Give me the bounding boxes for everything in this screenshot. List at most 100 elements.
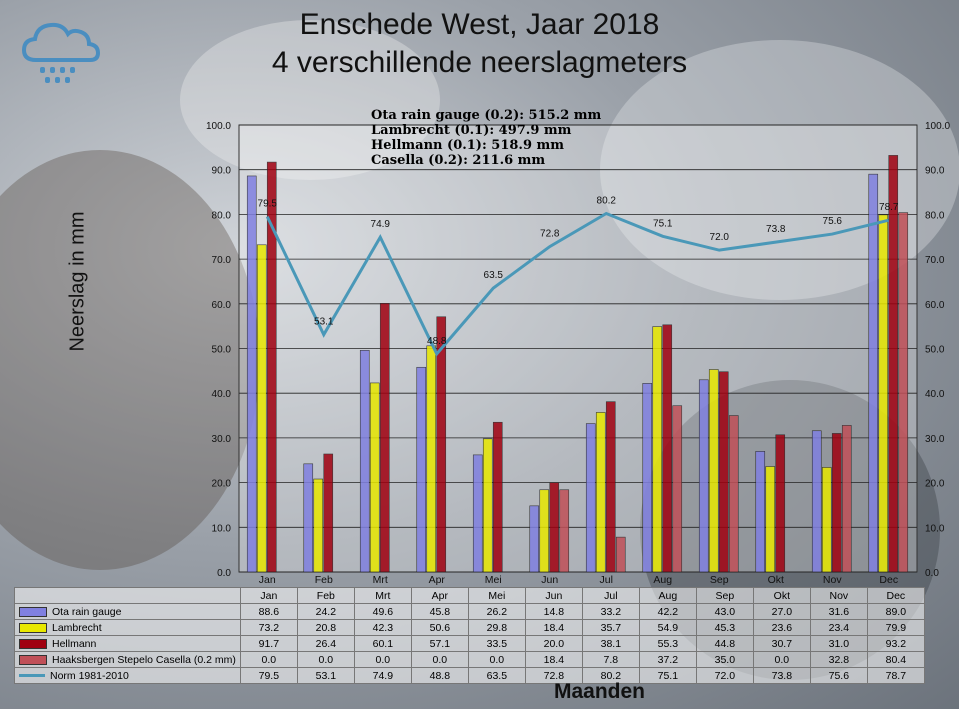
table-cell: 73.2 <box>239 619 298 636</box>
bar <box>898 212 909 573</box>
x-tick-label: Nov <box>823 574 842 586</box>
table-cell: 18.4 <box>524 619 583 636</box>
bar <box>765 466 776 573</box>
rain-cloud-icon <box>21 22 101 83</box>
table-cell: 42.2 <box>638 603 697 620</box>
x-tick-label: Aug <box>653 574 672 586</box>
x-tick-label: Mrt <box>373 574 388 586</box>
bar <box>775 434 786 573</box>
table-cell: 60.1 <box>353 635 412 652</box>
legend-swatch <box>19 622 47 633</box>
table-month-header: Jun <box>524 587 583 604</box>
table-cell: 57.1 <box>410 635 469 652</box>
y-tick-label-left: 0.0 <box>217 568 231 579</box>
y-tick-label-right: 30.0 <box>925 434 945 445</box>
data-label: 75.6 <box>823 216 843 227</box>
table-cell: 33.5 <box>467 635 526 652</box>
bar <box>708 369 719 573</box>
bar <box>359 349 370 573</box>
table-cell: 26.2 <box>467 603 526 620</box>
table-cell: 33.2 <box>581 603 640 620</box>
table-cell: 93.2 <box>866 635 925 652</box>
x-tick-label: Sep <box>710 574 729 586</box>
table-cell: 18.4 <box>524 651 583 668</box>
table-cell: 55.3 <box>638 635 697 652</box>
data-label: 63.5 <box>484 270 504 281</box>
legend-entry: Hellmann <box>14 635 241 652</box>
bar <box>841 425 852 573</box>
table-cell: 91.7 <box>239 635 298 652</box>
bar <box>549 482 560 573</box>
table-cell: 29.8 <box>467 619 526 636</box>
table-month-header: Mrt <box>353 587 412 604</box>
bar <box>529 505 540 573</box>
table-row: Norm 1981-2010 79.5 53.1 74.9 48.8 63.5 72.8 80… <box>14 667 925 684</box>
y-tick-label-right: 0.0 <box>925 568 939 579</box>
table-cell: 0.0 <box>239 651 298 668</box>
table-cell: 0.0 <box>752 651 811 668</box>
data-label: 75.1 <box>653 218 673 229</box>
table-month-header: Jan <box>239 587 298 604</box>
table-cell: 24.2 <box>296 603 355 620</box>
table-month-header: Feb <box>296 587 355 604</box>
data-label: 74.9 <box>371 219 391 230</box>
table-cell: 79.5 <box>239 667 298 684</box>
bar <box>615 536 626 573</box>
bar <box>256 244 267 573</box>
table-cell: 27.0 <box>752 603 811 620</box>
y-tick-label-right: 20.0 <box>925 479 945 490</box>
table-cell: 30.7 <box>752 635 811 652</box>
table-row: Hellmann 91.7 26.4 60.1 57.1 33.5 20.0 38.1 55.3… <box>14 635 925 652</box>
table-header-row: Jan Feb Mrt Apr Mei Jun Jul Aug Sep Okt Nov Dec <box>14 587 925 604</box>
table-cell: 32.8 <box>809 651 868 668</box>
table-cell: 20.8 <box>296 619 355 636</box>
table-cell: 0.0 <box>410 651 469 668</box>
table-cell: 49.6 <box>353 603 412 620</box>
data-label: 78.7 <box>879 202 899 213</box>
table-cell: 79.9 <box>866 619 925 636</box>
bar <box>585 423 596 573</box>
legend-label: Ota rain gauge <box>52 605 122 618</box>
table-month-header: Dec <box>866 587 925 604</box>
table-cell: 89.0 <box>866 603 925 620</box>
data-label: 53.1 <box>314 317 334 328</box>
x-tick-label: Okt <box>768 574 784 586</box>
y-tick-label-right: 10.0 <box>925 523 945 534</box>
table-cell: 88.6 <box>239 603 298 620</box>
table-cell: 37.2 <box>638 651 697 668</box>
x-tick-label: Apr <box>429 574 446 586</box>
legend-entry: Lambrecht <box>14 619 241 636</box>
bar <box>755 451 766 573</box>
table-cell: 31.0 <box>809 635 868 652</box>
y-tick-label-right: 80.0 <box>925 210 945 221</box>
legend-label: Haaksbergen Stepelo Casella (0.2 mm) <box>52 653 236 666</box>
table-cell: 20.0 <box>524 635 583 652</box>
bar <box>821 467 832 573</box>
bar <box>472 454 483 573</box>
y-axis-label: Neerslag in mm <box>66 211 89 352</box>
y-tick-label-left: 90.0 <box>212 166 232 177</box>
x-tick-label: Feb <box>315 574 333 586</box>
table-month-header: Okt <box>752 587 811 604</box>
total-hellmann: Hellmann (0.1): 518.9 mm <box>371 138 565 153</box>
table-row: Haaksbergen Stepelo Casella (0.2 mm) 0.0 0… <box>14 651 925 668</box>
table-corner <box>14 587 241 604</box>
bar <box>379 303 390 573</box>
table-month-header: Sep <box>695 587 754 604</box>
totals-annotation: Ota rain gauge (0.2): 515.2 mm Lambrecht… <box>371 108 601 168</box>
bar <box>492 421 503 573</box>
bar <box>369 382 380 573</box>
bar <box>246 175 257 573</box>
legend-label: Norm 1981-2010 <box>50 669 129 682</box>
y-tick-label-left: 100.0 <box>206 121 231 132</box>
y-tick-label-right: 60.0 <box>925 300 945 311</box>
bar <box>878 214 889 573</box>
y-tick-label-left: 20.0 <box>212 479 232 490</box>
y-tick-label-right: 90.0 <box>925 166 945 177</box>
legend-entry: Haaksbergen Stepelo Casella (0.2 mm) <box>14 651 241 668</box>
table-month-header: Nov <box>809 587 868 604</box>
legend-swatch <box>19 638 47 649</box>
bar <box>539 489 550 573</box>
total-ota: Ota rain gauge (0.2): 515.2 mm <box>371 108 602 123</box>
